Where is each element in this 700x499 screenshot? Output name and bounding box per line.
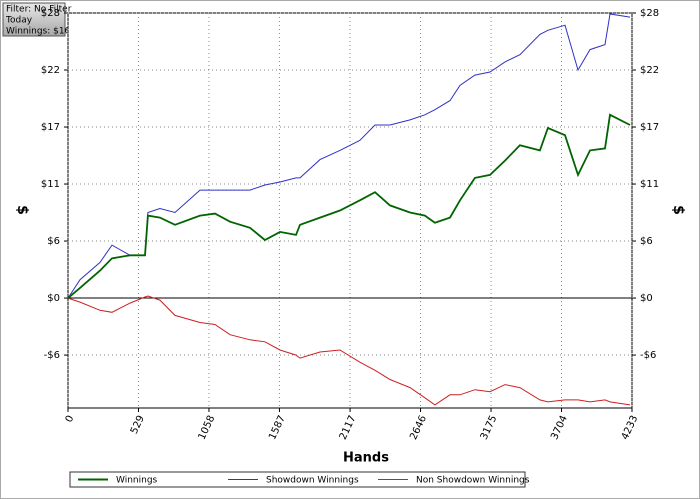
y2-tick-label: $0	[640, 293, 653, 304]
y-tick-label: $22	[41, 65, 60, 76]
y2-tick-label: $6	[640, 236, 653, 247]
info-line: Winnings: $16.76	[6, 27, 85, 37]
series-line	[67, 13, 631, 299]
y2-tick-label: -$6	[640, 350, 656, 361]
x-axis-label: Hands	[343, 451, 389, 466]
y-tick-label: -$6	[44, 350, 60, 361]
y2-tick-label: $28	[640, 8, 659, 19]
y-axis-label: $	[14, 205, 30, 215]
info-line: Filter: No Filter	[6, 5, 72, 15]
info-box	[2, 2, 66, 37]
y-tick-label: $0	[47, 293, 60, 304]
info-line: Today	[5, 16, 33, 26]
y2-tick-label: $17	[640, 122, 659, 133]
series-line	[67, 113, 631, 299]
y-tick-label: $28	[41, 8, 60, 19]
y2-tick-label: $11	[640, 179, 659, 190]
y-tick-label: $11	[41, 179, 60, 190]
x-tick-label: 0	[64, 414, 77, 424]
y-tick-label: $6	[47, 236, 60, 247]
legend-label: Non Showdown Winnings	[416, 476, 530, 486]
legend-label: Winnings	[116, 476, 158, 486]
legend	[69, 471, 526, 488]
plot-area	[67, 12, 633, 409]
y2-tick-label: $22	[640, 65, 659, 76]
legend-label: Showdown Winnings	[266, 476, 359, 486]
series-line	[67, 295, 631, 406]
y-tick-label: $17	[41, 122, 60, 133]
y2-axis-label: $	[670, 205, 686, 215]
